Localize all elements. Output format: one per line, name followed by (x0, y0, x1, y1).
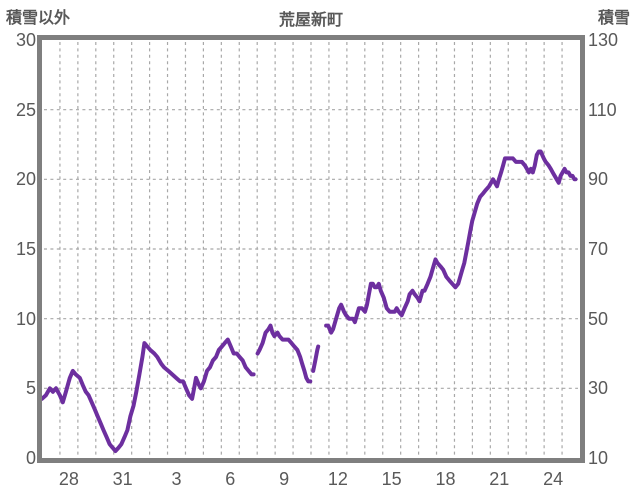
x-axis-tick-label: 12 (327, 469, 348, 489)
x-axis-tick-label: 18 (435, 469, 456, 489)
right-axis-tick-label: 130 (588, 30, 619, 50)
x-axis-tick-label: 31 (112, 469, 133, 489)
x-axis-tick-label: 6 (225, 469, 236, 489)
right-axis-tick-label: 110 (588, 99, 617, 120)
left-axis-tick-label: 10 (15, 308, 36, 329)
x-axis-tick-label: 9 (279, 469, 290, 489)
snow-depth-line (40, 149, 578, 453)
plot-border (37, 35, 585, 463)
right-axis-tick-label: 30 (588, 378, 609, 399)
right-axis-tick-label: 50 (588, 308, 609, 329)
x-axis-tick-label: 21 (489, 469, 510, 489)
right-axis-tick-label: 90 (588, 169, 609, 190)
left-axis-tick-label: 15 (15, 239, 36, 259)
left-axis-tick-label: 30 (15, 30, 36, 50)
x-axis-tick-label: 24 (543, 469, 564, 489)
chart-title: 荒屋新町 (278, 12, 343, 29)
right-axis-title: 積雪 (597, 10, 630, 27)
x-axis-tick-label: 3 (171, 469, 182, 489)
left-axis-title: 積雪以外 (6, 10, 71, 27)
left-axis-tick-label: 25 (15, 99, 36, 120)
right-axis-tick-label: 10 (588, 448, 609, 468)
right-axis-tick-label: 70 (588, 239, 609, 259)
x-axis-tick-label: 28 (58, 469, 79, 489)
x-axis-tick-label: 15 (381, 469, 402, 489)
left-axis-tick-label: 0 (25, 448, 36, 468)
left-axis-tick-label: 20 (15, 169, 36, 190)
left-axis-tick-label: 5 (25, 378, 36, 399)
